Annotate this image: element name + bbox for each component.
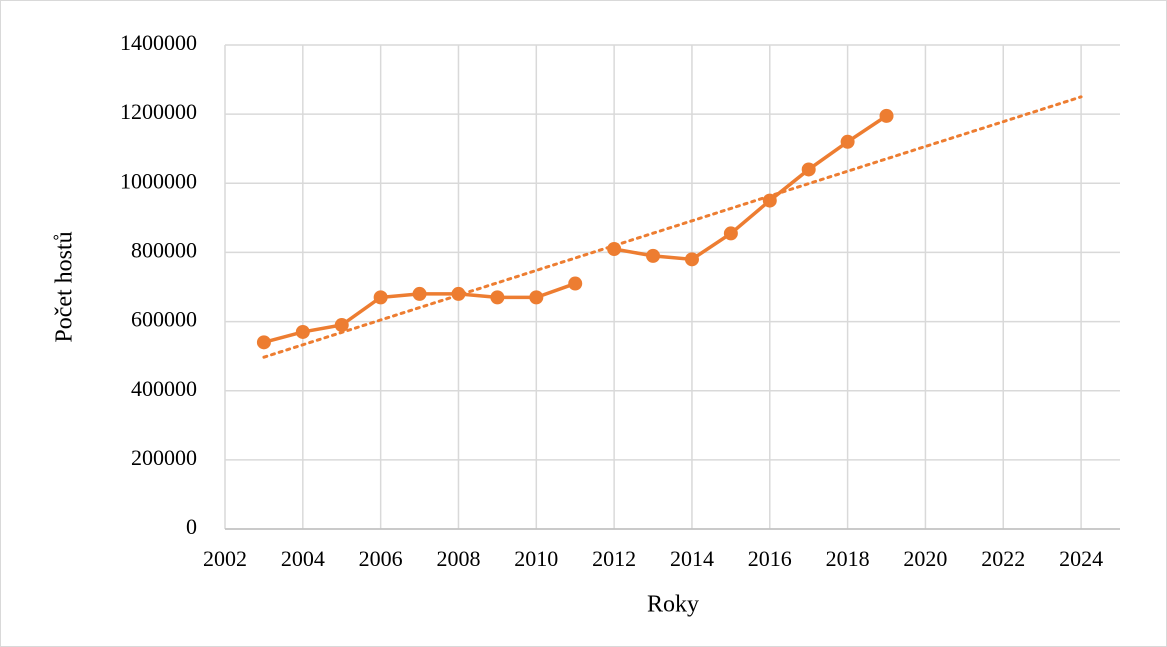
trendline (262, 95, 1083, 359)
y-tick-label: 600000 (131, 307, 197, 332)
y-tick-label: 1200000 (120, 99, 197, 124)
x-tick-label: 2002 (203, 546, 247, 571)
y-tick-label: 0 (186, 514, 197, 539)
x-tick-label: 2024 (1059, 546, 1103, 571)
y-tick-label: 1400000 (120, 30, 197, 55)
x-tick-label: 2014 (670, 546, 714, 571)
point (840, 134, 855, 149)
x-tick-label: 2022 (981, 546, 1025, 571)
point (334, 318, 349, 333)
y-tick-label: 400000 (131, 376, 197, 401)
point (723, 226, 738, 241)
point (412, 286, 427, 301)
point (684, 252, 699, 267)
point (801, 162, 816, 177)
x-axis-title: Roky (647, 592, 699, 618)
point (256, 335, 271, 350)
point (373, 290, 388, 305)
x-tick-label: 2020 (903, 546, 947, 571)
y-axis-title: Počet hostů (52, 231, 78, 342)
point (295, 324, 310, 339)
x-tick-label: 2010 (514, 546, 558, 571)
y-tick-label: 1000000 (120, 168, 197, 193)
point (646, 248, 661, 263)
point (879, 108, 894, 123)
point (490, 290, 505, 305)
x-tick-label: 2018 (826, 546, 870, 571)
y-tick-label: 200000 (131, 445, 197, 470)
point (568, 276, 583, 291)
point (529, 290, 544, 305)
y-tick-label: 800000 (131, 237, 197, 262)
x-tick-label: 2012 (592, 546, 636, 571)
x-tick-label: 2004 (281, 546, 325, 571)
x-tick-label: 2008 (436, 546, 480, 571)
x-tick-label: 2006 (359, 546, 403, 571)
x-tick-label: 2016 (748, 546, 792, 571)
